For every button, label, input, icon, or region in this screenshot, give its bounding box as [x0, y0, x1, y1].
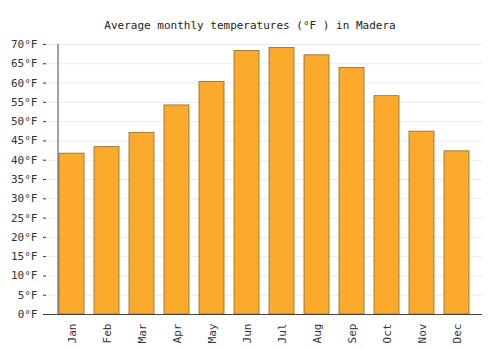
svg-text:65°F: 65°F [11, 57, 38, 70]
html-text:Average monthly temperatures (: Average monthly temperatures (°F ) in Ma… [104, 19, 396, 32]
svg-text:Mar: Mar [136, 323, 149, 343]
svg-text:5°F: 5°F [18, 289, 38, 302]
svg-text:Dec: Dec [451, 324, 464, 344]
svg-text:55°F: 55°F [11, 96, 38, 109]
svg-text:60°F: 60°F [11, 77, 38, 90]
svg-text:Jul: Jul [276, 324, 289, 344]
svg-text:25°F: 25°F [11, 212, 38, 225]
svg-text:Jan: Jan [66, 324, 79, 344]
svg-text:Nov: Nov [416, 323, 429, 343]
svg-text:10°F: 10°F [11, 269, 38, 282]
svg-text:30°F: 30°F [11, 192, 38, 205]
svg-text:15°F: 15°F [11, 250, 38, 263]
svg-text:70°F: 70°F [11, 38, 38, 51]
svg-text:Apr: Apr [171, 323, 184, 343]
svg-text:0°F: 0°F [18, 308, 38, 321]
svg-text:40°F: 40°F [11, 154, 38, 167]
svg-text:Oct: Oct [381, 324, 394, 344]
svg-text:Sep: Sep [346, 324, 359, 344]
svg-text:35°F: 35°F [11, 173, 38, 186]
svg-text:Jun: Jun [241, 324, 254, 344]
svg-text:May: May [206, 323, 219, 343]
svg-text:Aug: Aug [311, 324, 324, 344]
svg-text:45°F: 45°F [11, 134, 38, 147]
svg-text:Feb: Feb [101, 324, 114, 344]
svg-text:50°F: 50°F [11, 115, 38, 128]
svg-text:20°F: 20°F [11, 231, 38, 244]
